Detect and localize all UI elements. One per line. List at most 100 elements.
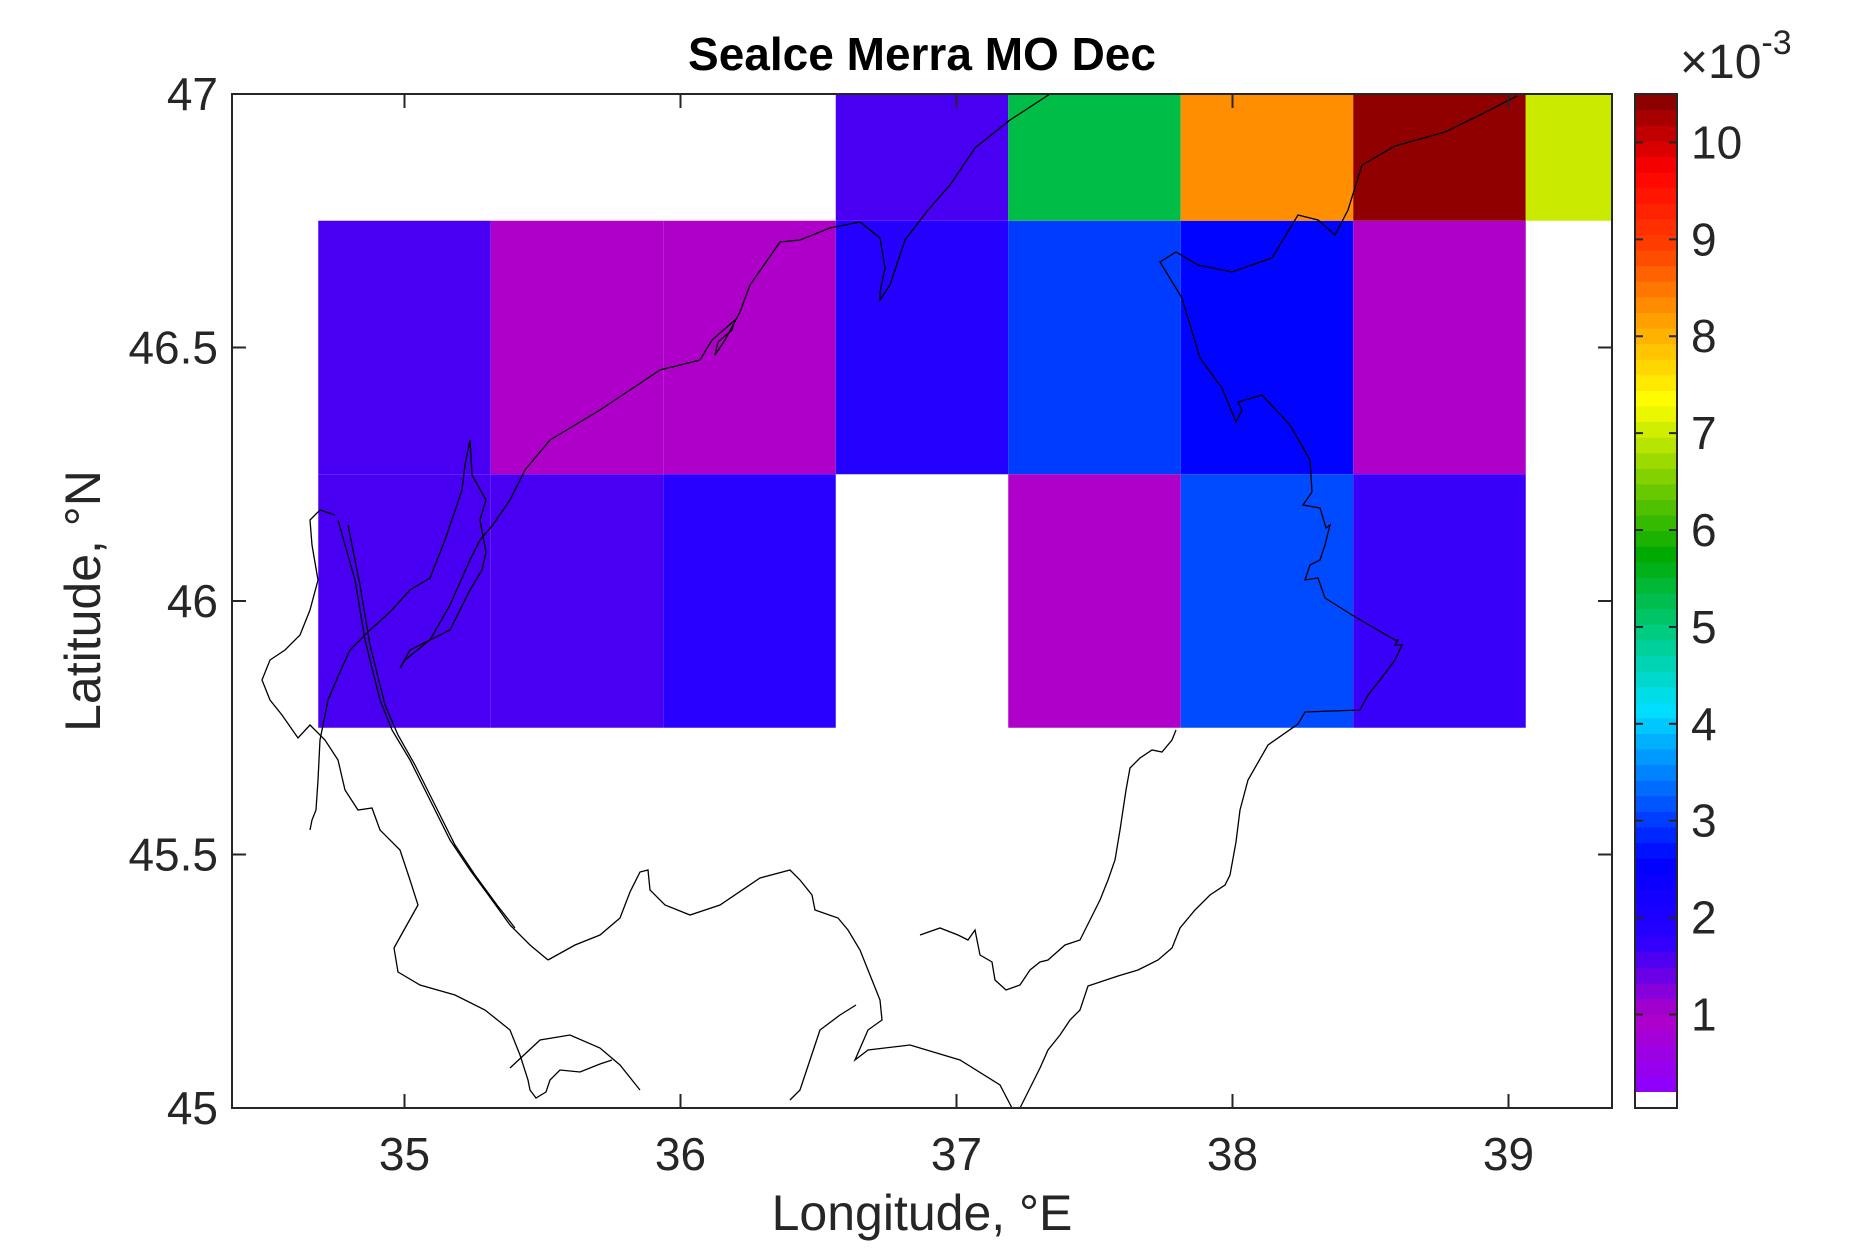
colorbar-segment (1635, 468, 1677, 485)
x-tick-label: 37 (931, 1128, 982, 1180)
colorbar-multiplier: ×10-3 (1680, 24, 1792, 89)
colorbar-segment (1635, 920, 1677, 937)
colorbar-segment (1635, 1029, 1677, 1046)
x-axis: 35 36 37 38 39 (379, 94, 1534, 1180)
colorbar-segment (1635, 561, 1677, 579)
colorbar-segment (1635, 437, 1677, 454)
colorbar-segment (1635, 249, 1677, 267)
colorbar-segment (1635, 359, 1677, 376)
heatmap-cell (1008, 94, 1181, 221)
heatmap-cell (1525, 94, 1612, 221)
y-axis: 45 45.5 46 46.5 47 (128, 68, 1612, 1134)
y-tick-label: 47 (167, 68, 218, 120)
colorbar-segment (1635, 951, 1677, 968)
colorbar-segment (1635, 281, 1677, 298)
colorbar-segment (1635, 343, 1677, 360)
coastline-west (261, 509, 613, 1099)
heatmap-cell (1180, 474, 1354, 728)
colorbar-segment (1635, 312, 1677, 329)
heatmap-cell (1008, 474, 1181, 728)
colorbar-segment (1635, 593, 1677, 610)
colorbar-segment (1635, 374, 1677, 391)
x-axis-label: Longitude, °E (772, 1185, 1073, 1241)
colorbar-segment (1635, 670, 1677, 688)
colorbar-segment (1635, 889, 1677, 906)
heatmap-cell (318, 474, 491, 728)
chart-title: Sealce Merra MO Dec (688, 28, 1156, 80)
colorbar-segment (1635, 421, 1677, 438)
colorbar-segment (1635, 156, 1677, 173)
colorbar-segment (1635, 203, 1677, 220)
colorbar-segment (1635, 405, 1677, 423)
heatmap-cell (490, 220, 664, 475)
colorbar-multiplier-exponent: -3 (1761, 24, 1791, 62)
colorbar-tick-label: 10 (1691, 116, 1742, 168)
colorbar-segment (1635, 936, 1677, 953)
colorbar-segment (1635, 390, 1677, 407)
heatmap-cell (1353, 474, 1526, 728)
colorbar-segment (1635, 967, 1677, 984)
colorbar-segment (1635, 296, 1677, 313)
colorbar-frame (1634, 93, 1678, 1109)
colorbar-segment (1635, 842, 1677, 859)
colorbar-segment (1635, 530, 1677, 547)
colorbar-segment (1635, 608, 1677, 625)
colorbar-segment (1635, 639, 1677, 656)
colorbar-segment (1635, 327, 1677, 345)
colorbar-tick-label: 1 (1691, 988, 1717, 1040)
colorbar-segment (1635, 109, 1677, 126)
coastline (261, 94, 1518, 1108)
colorbar-undefined-segment (1635, 1092, 1677, 1108)
colorbar: 1 2 3 4 5 6 7 8 9 10 ×10-3 (1634, 24, 1792, 1109)
colorbar-segment (1635, 624, 1677, 641)
heatmap-cell (1180, 94, 1354, 221)
colorbar-segment (1635, 546, 1677, 563)
heatmap-cell (835, 220, 1009, 475)
colorbar-segment (1635, 1076, 1677, 1093)
colorbar-tick-label: 9 (1691, 213, 1717, 265)
colorbar-segment (1635, 826, 1677, 844)
colorbar-segment (1635, 686, 1677, 703)
heatmap-cell (1180, 220, 1354, 475)
colorbar-segment (1635, 795, 1677, 812)
y-tick-label: 45.5 (128, 829, 218, 881)
colorbar-tick-label: 5 (1691, 601, 1717, 653)
heatmap-cell (1353, 94, 1526, 221)
coastline-spit (337, 519, 549, 961)
colorbar-ticks: 1 2 3 4 5 6 7 8 9 10 (1635, 116, 1742, 1040)
heatmap-cell (1353, 220, 1526, 475)
colorbar-segment (1635, 904, 1677, 922)
colorbar-tick-label: 3 (1691, 795, 1717, 847)
x-tick-label: 39 (1483, 1128, 1534, 1180)
colorbar-segment (1635, 515, 1677, 532)
colorbar-segment (1635, 483, 1677, 501)
y-tick-label: 45 (167, 1082, 218, 1134)
colorbar-tick-label: 4 (1691, 698, 1717, 750)
colorbar-segment (1635, 655, 1677, 672)
y-tick-label: 46 (167, 575, 218, 627)
y-axis-label: Latitude, °N (55, 470, 111, 732)
colorbar-segment (1635, 764, 1677, 781)
colorbar-segment (1635, 873, 1677, 890)
colorbar-tick-label: 8 (1691, 310, 1717, 362)
coastline-kerch (509, 1004, 857, 1101)
coastline-north (1019, 95, 1518, 1108)
colorbar-segment (1635, 452, 1677, 469)
colorbar-segment (1635, 717, 1677, 734)
colorbar-segment (1635, 499, 1677, 516)
colorbar-segment (1635, 94, 1677, 111)
colorbar-tick-label: 7 (1691, 407, 1717, 459)
colorbar-segment (1635, 780, 1677, 797)
y-tick-label: 46.5 (128, 322, 218, 374)
heatmap-cells (318, 94, 1612, 728)
colorbar-segment (1635, 733, 1677, 750)
colorbar-segment (1635, 748, 1677, 766)
colorbar-tick-label: 2 (1691, 892, 1717, 944)
colorbar-segment (1635, 1014, 1677, 1031)
colorbar-gradient (1635, 94, 1677, 1108)
colorbar-segment (1635, 234, 1677, 251)
heatmap-cell (318, 220, 491, 475)
colorbar-segment (1635, 998, 1677, 1015)
heatmap-cell (490, 474, 664, 728)
